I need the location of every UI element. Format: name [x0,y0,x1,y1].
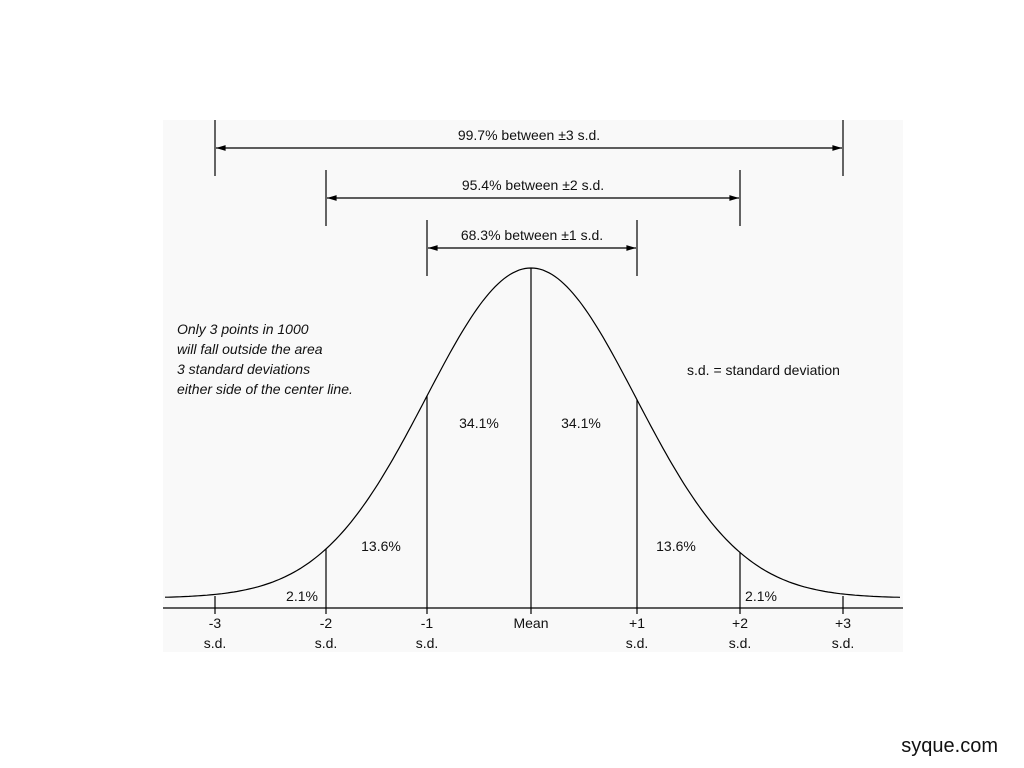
range-label: 95.4% between ±2 s.d. [462,177,604,193]
axis-label: Mean [513,615,548,631]
note-line: either side of the center line. [177,381,353,397]
area-label: 34.1% [459,415,499,431]
range-label: 99.7% between ±3 s.d. [458,127,600,143]
area-label: 2.1% [286,588,318,604]
area-label: 13.6% [656,538,696,554]
axis-label: +1 [629,615,645,631]
figure-panel [163,120,903,652]
axis-label: -3 [209,615,222,631]
note-line: 3 standard deviations [177,361,310,377]
footer: syque.com [901,735,998,757]
axis-label: s.d. [315,635,338,651]
area-label: 13.6% [361,538,401,554]
note-line: will fall outside the area [177,341,323,357]
bell-curve [165,267,901,598]
axis-label: +3 [835,615,851,631]
axis-label: s.d. [626,635,649,651]
axis-label: -1 [421,615,434,631]
axis-label: s.d. [832,635,855,651]
axis-label: -2 [320,615,333,631]
axis-label: s.d. [416,635,439,651]
area-label: 2.1% [745,588,777,604]
range-label: 68.3% between ±1 s.d. [461,227,603,243]
legend: s.d. = standard deviation [687,362,840,378]
axis-label: s.d. [204,635,227,651]
note-line: Only 3 points in 1000 [177,321,309,337]
area-label: 34.1% [561,415,601,431]
axis-label: s.d. [729,635,752,651]
normal-curve-figure: -3 s.d. -2 s.d. -1 s.d. Mean +1 s.d. +2 s.d. +3 s.d.… [163,120,903,651]
axis-label: +2 [732,615,748,631]
